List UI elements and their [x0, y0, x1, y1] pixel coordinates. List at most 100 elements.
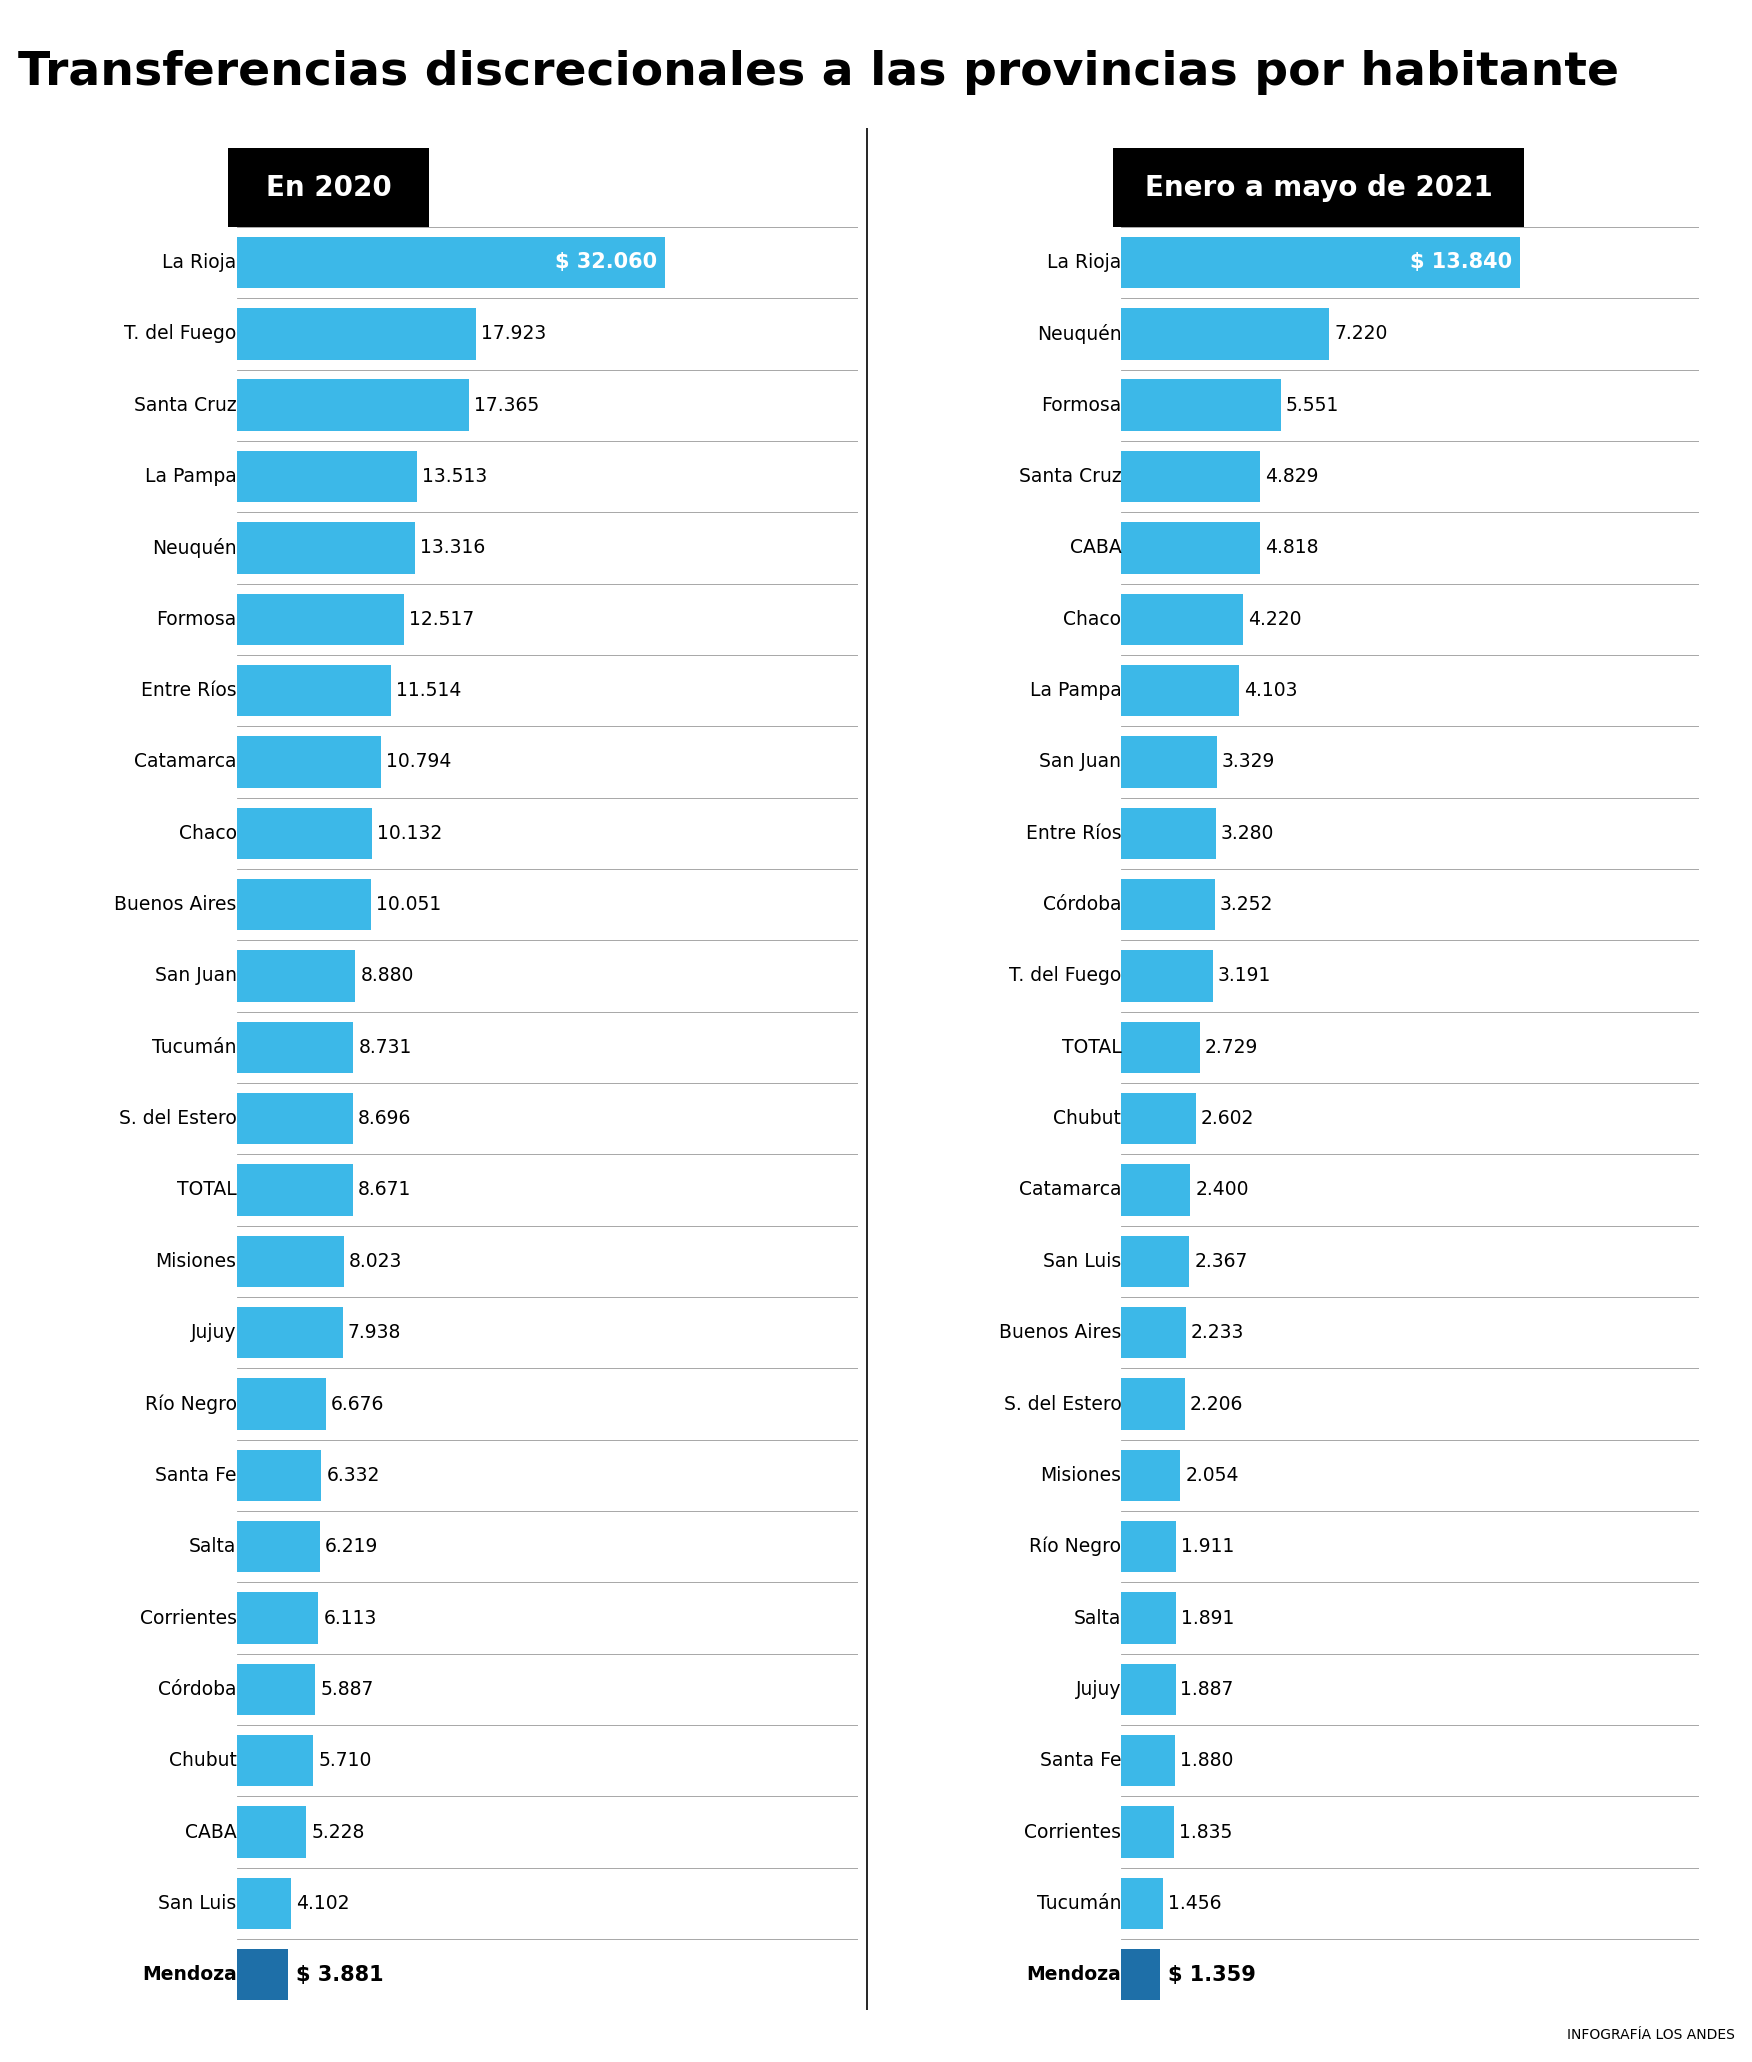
Text: Corrientes: Corrientes [140, 1608, 237, 1627]
Text: TOTAL: TOTAL [177, 1179, 237, 1200]
Text: TOTAL: TOTAL [1062, 1037, 1121, 1058]
Text: 2.400: 2.400 [1195, 1179, 1249, 1200]
Bar [237, 1522, 319, 1573]
Bar [237, 1450, 321, 1501]
Bar [237, 307, 477, 359]
Bar [1121, 594, 1242, 645]
Bar [237, 522, 415, 573]
Text: 8.671: 8.671 [357, 1179, 412, 1200]
Text: Catamarca: Catamarca [1018, 1179, 1121, 1200]
Text: Santa Fe: Santa Fe [1039, 1751, 1121, 1771]
Bar [1121, 379, 1281, 431]
Text: $ 32.060: $ 32.060 [555, 252, 657, 272]
Bar [1121, 1377, 1184, 1429]
Text: Chubut: Chubut [168, 1751, 237, 1771]
Text: Misiones: Misiones [156, 1252, 237, 1270]
Text: 11.514: 11.514 [396, 680, 461, 701]
Text: En 2020: En 2020 [266, 173, 391, 202]
Text: Enero a mayo de 2021: Enero a mayo de 2021 [1144, 173, 1493, 202]
Text: 2.054: 2.054 [1186, 1466, 1239, 1485]
Text: 10.132: 10.132 [377, 823, 443, 843]
Text: Misiones: Misiones [1041, 1466, 1121, 1485]
Text: San Luis: San Luis [1042, 1252, 1121, 1270]
Bar [1121, 1949, 1160, 2000]
Text: Salta: Salta [1074, 1608, 1121, 1627]
Text: CABA: CABA [1069, 538, 1121, 557]
Text: Formosa: Formosa [1041, 396, 1121, 414]
Bar [237, 1307, 343, 1359]
Text: 1.891: 1.891 [1181, 1608, 1233, 1627]
Text: 13.316: 13.316 [420, 538, 485, 557]
Text: 3.329: 3.329 [1221, 753, 1275, 771]
Text: 6.332: 6.332 [326, 1466, 380, 1485]
Bar [237, 452, 417, 503]
Text: 1.880: 1.880 [1181, 1751, 1233, 1771]
Text: 12.517: 12.517 [410, 610, 475, 629]
Text: Tucumán: Tucumán [1037, 1893, 1121, 1914]
Bar [1121, 1450, 1181, 1501]
FancyBboxPatch shape [228, 148, 429, 227]
Bar [1121, 808, 1216, 860]
Text: 5.228: 5.228 [312, 1823, 364, 1841]
Text: 10.794: 10.794 [385, 753, 452, 771]
Bar [237, 1806, 307, 1858]
Text: Chaco: Chaco [1063, 610, 1121, 629]
Text: 7.938: 7.938 [349, 1324, 401, 1342]
Text: La Rioja: La Rioja [1048, 254, 1121, 272]
Text: Chaco: Chaco [179, 823, 237, 843]
Text: Río Negro: Río Negro [144, 1394, 237, 1415]
Text: Tucumán: Tucumán [152, 1037, 237, 1058]
Text: La Pampa: La Pampa [1030, 680, 1121, 701]
Bar [237, 1592, 319, 1643]
Text: 6.113: 6.113 [324, 1608, 377, 1627]
Text: Corrientes: Corrientes [1025, 1823, 1121, 1841]
Bar [237, 1093, 352, 1144]
Text: Córdoba: Córdoba [1042, 895, 1121, 913]
Text: INFOGRAFÍA LOS ANDES: INFOGRAFÍA LOS ANDES [1566, 2029, 1734, 2041]
Bar [1121, 1307, 1186, 1359]
Text: Mendoza: Mendoza [142, 1965, 237, 1984]
Text: 6.219: 6.219 [324, 1536, 378, 1557]
Text: 5.710: 5.710 [319, 1751, 371, 1771]
Text: 8.696: 8.696 [357, 1109, 412, 1128]
Text: S. del Estero: S. del Estero [119, 1109, 237, 1128]
Bar [1121, 1592, 1176, 1643]
Text: 5.887: 5.887 [321, 1681, 373, 1699]
Bar [237, 808, 371, 860]
Bar [1121, 951, 1212, 1002]
Text: Catamarca: Catamarca [133, 753, 237, 771]
Text: 13.513: 13.513 [422, 466, 487, 487]
Text: 3.191: 3.191 [1218, 967, 1272, 986]
Text: Buenos Aires: Buenos Aires [999, 1324, 1121, 1342]
Bar [1121, 1878, 1163, 1930]
Text: Transferencias discrecionales a las provincias por habitante: Transferencias discrecionales a las prov… [18, 49, 1619, 95]
Text: 6.676: 6.676 [331, 1394, 384, 1415]
Text: $ 1.359: $ 1.359 [1167, 1965, 1256, 1986]
Text: 10.051: 10.051 [377, 895, 442, 913]
Text: 2.602: 2.602 [1202, 1109, 1254, 1128]
Text: 2.729: 2.729 [1205, 1037, 1258, 1058]
Text: Neuquén: Neuquén [152, 538, 237, 559]
Bar [1121, 1734, 1176, 1786]
Text: CABA: CABA [184, 1823, 237, 1841]
Bar [1121, 1806, 1174, 1858]
Bar [1121, 1165, 1190, 1217]
Text: 4.103: 4.103 [1244, 680, 1298, 701]
Bar [1121, 878, 1214, 930]
Text: S. del Estero: S. del Estero [1004, 1394, 1121, 1415]
Text: 3.252: 3.252 [1219, 895, 1274, 913]
Text: $ 13.840: $ 13.840 [1410, 252, 1512, 272]
Text: 2.367: 2.367 [1195, 1252, 1247, 1270]
Text: Entre Ríos: Entre Ríos [1025, 823, 1121, 843]
Bar [237, 379, 470, 431]
Text: Jujuy: Jujuy [1076, 1681, 1121, 1699]
Bar [1121, 522, 1260, 573]
Text: La Rioja: La Rioja [163, 254, 237, 272]
Text: Río Negro: Río Negro [1028, 1536, 1121, 1557]
Text: Santa Fe: Santa Fe [154, 1466, 237, 1485]
Text: 1.911: 1.911 [1181, 1536, 1235, 1557]
Text: San Juan: San Juan [1039, 753, 1121, 771]
Text: 1.456: 1.456 [1169, 1893, 1221, 1914]
Text: La Pampa: La Pampa [145, 466, 237, 487]
Bar [237, 1949, 289, 2000]
